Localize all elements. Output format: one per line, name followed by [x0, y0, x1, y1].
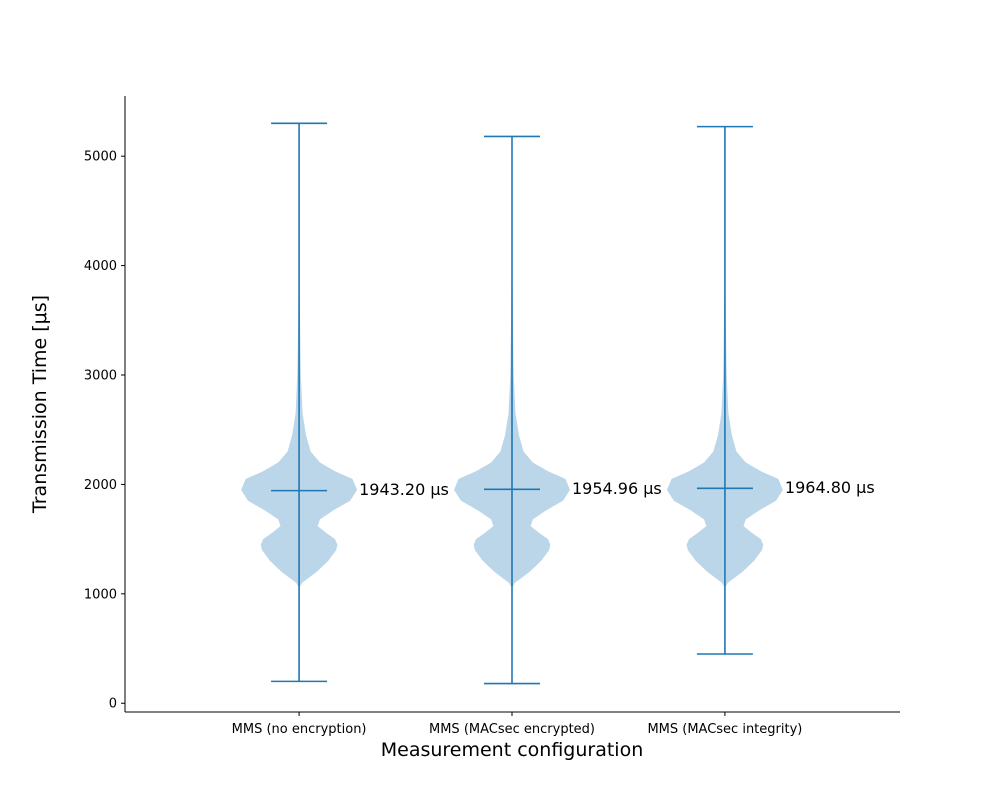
y-tick-label: 4000: [84, 259, 117, 274]
median-value-label: 1943.20 μs: [359, 480, 449, 499]
median-labels: 1943.20 μs 1954.96 μs 1964.80 μs: [359, 478, 875, 499]
x-tick-label: MMS (MACsec integrity): [647, 722, 802, 737]
x-tick-label: MMS (no encryption): [232, 722, 367, 737]
y-tick-label: 5000: [84, 150, 117, 165]
median-value-label: 1954.96 μs: [572, 479, 662, 498]
x-tick-label: MMS (MACsec encrypted): [429, 722, 595, 737]
y-axis-label: Transmission Time [μs]: [29, 295, 51, 514]
violin-stat-lines: [271, 122, 753, 685]
x-axis-label: Measurement configuration: [381, 739, 644, 761]
y-tick-label: 2000: [84, 478, 117, 493]
y-tick-label: 0: [109, 697, 117, 712]
median-value-label: 1964.80 μs: [785, 478, 875, 497]
y-ticks: 0 1000 2000 3000 4000 5000: [84, 150, 125, 712]
y-tick-label: 1000: [84, 587, 117, 602]
y-tick-label: 3000: [84, 369, 117, 384]
x-ticks: MMS (no encryption) MMS (MACsec encrypted…: [232, 712, 802, 737]
